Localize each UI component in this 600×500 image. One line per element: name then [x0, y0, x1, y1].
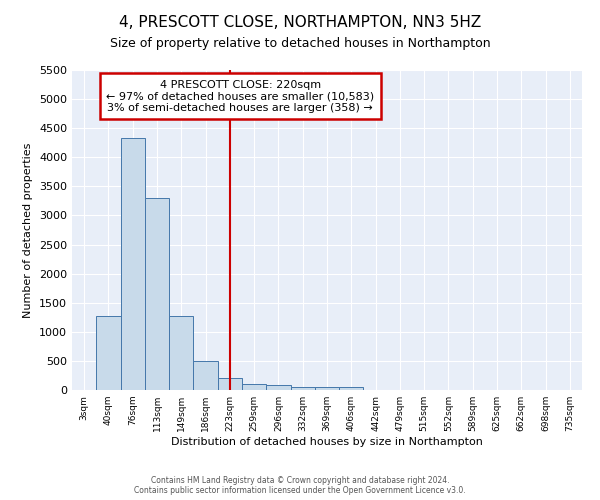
Bar: [315, 386, 339, 390]
Bar: [169, 316, 193, 390]
Bar: [145, 198, 169, 390]
Bar: [290, 386, 315, 390]
Y-axis label: Number of detached properties: Number of detached properties: [23, 142, 34, 318]
Bar: [266, 386, 290, 390]
Bar: [121, 138, 145, 390]
Bar: [218, 378, 242, 390]
X-axis label: Distribution of detached houses by size in Northampton: Distribution of detached houses by size …: [171, 437, 483, 447]
Text: Contains HM Land Registry data © Crown copyright and database right 2024.
Contai: Contains HM Land Registry data © Crown c…: [134, 476, 466, 495]
Text: 4, PRESCOTT CLOSE, NORTHAMPTON, NN3 5HZ: 4, PRESCOTT CLOSE, NORTHAMPTON, NN3 5HZ: [119, 15, 481, 30]
Bar: [242, 384, 266, 390]
Text: 4 PRESCOTT CLOSE: 220sqm
← 97% of detached houses are smaller (10,583)
3% of sem: 4 PRESCOTT CLOSE: 220sqm ← 97% of detach…: [106, 80, 374, 113]
Bar: [339, 386, 364, 390]
Bar: [193, 362, 218, 390]
Text: Size of property relative to detached houses in Northampton: Size of property relative to detached ho…: [110, 38, 490, 51]
Bar: [96, 316, 121, 390]
